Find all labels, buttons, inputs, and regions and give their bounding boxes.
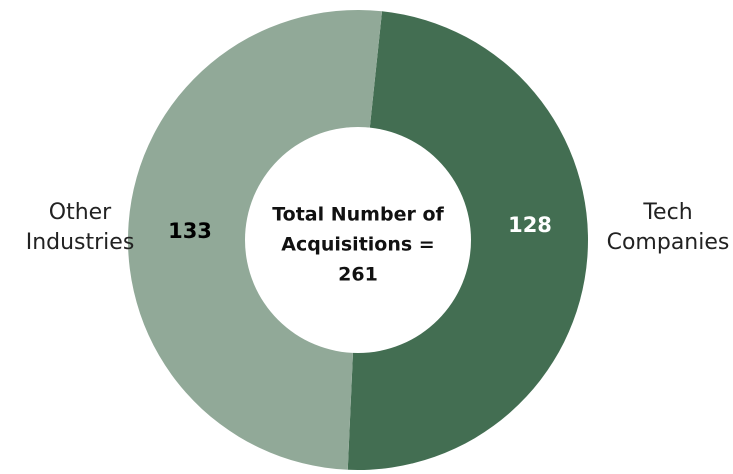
labels-layer: 128 Tech Companies 133 Other Industries Total … — [26, 200, 730, 286]
slice-category-label: Other — [49, 200, 112, 225]
slice-value-label: 128 — [508, 213, 552, 237]
slice-category-label: Companies — [607, 230, 730, 255]
slice-category-label: Industries — [26, 230, 135, 255]
slice-category-label: Tech — [642, 200, 692, 225]
center-total-label: Acquisitions = — [281, 234, 434, 256]
center-total-label: Total Number of — [272, 204, 444, 226]
center-total-label: 261 — [338, 264, 378, 286]
donut-hole — [245, 127, 471, 353]
slice-value-label: 133 — [168, 219, 212, 243]
